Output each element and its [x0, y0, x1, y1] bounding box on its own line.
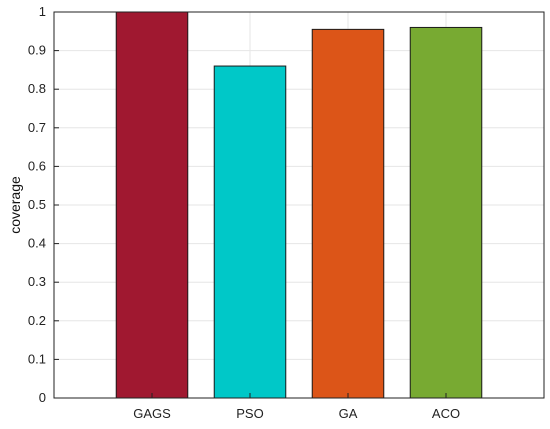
y-tick-label: 0.8	[28, 81, 46, 96]
bars	[115, 11, 483, 399]
y-tick-label: 0.9	[28, 43, 46, 58]
x-tick-label: PSO	[236, 406, 263, 421]
x-axis-ticks: GAGS PSO GA ACO	[133, 393, 460, 421]
y-tick-label: 1	[39, 4, 46, 19]
y-axis-ticks: 0 0.1 0.2 0.3 0.4 0.5 0.6 0.7 0.8 0.9 1	[28, 4, 59, 405]
bar-aco	[409, 26, 483, 399]
y-tick-label: 0.5	[28, 197, 46, 212]
bar-ga	[311, 28, 385, 399]
y-tick-label: 0.4	[28, 236, 46, 251]
y-axis-label: coverage	[7, 176, 23, 234]
y-tick-label: 0.3	[28, 274, 46, 289]
bar-pso	[213, 65, 287, 399]
y-tick-label: 0.1	[28, 351, 46, 366]
y-tick-label: 0	[39, 390, 46, 405]
x-tick-label: GA	[339, 406, 358, 421]
x-tick-label: ACO	[432, 406, 460, 421]
y-tick-label: 0.7	[28, 120, 46, 135]
bar-gags	[115, 11, 189, 399]
y-tick-label: 0.2	[28, 313, 46, 328]
x-tick-label: GAGS	[133, 406, 171, 421]
y-tick-label: 0.6	[28, 158, 46, 173]
